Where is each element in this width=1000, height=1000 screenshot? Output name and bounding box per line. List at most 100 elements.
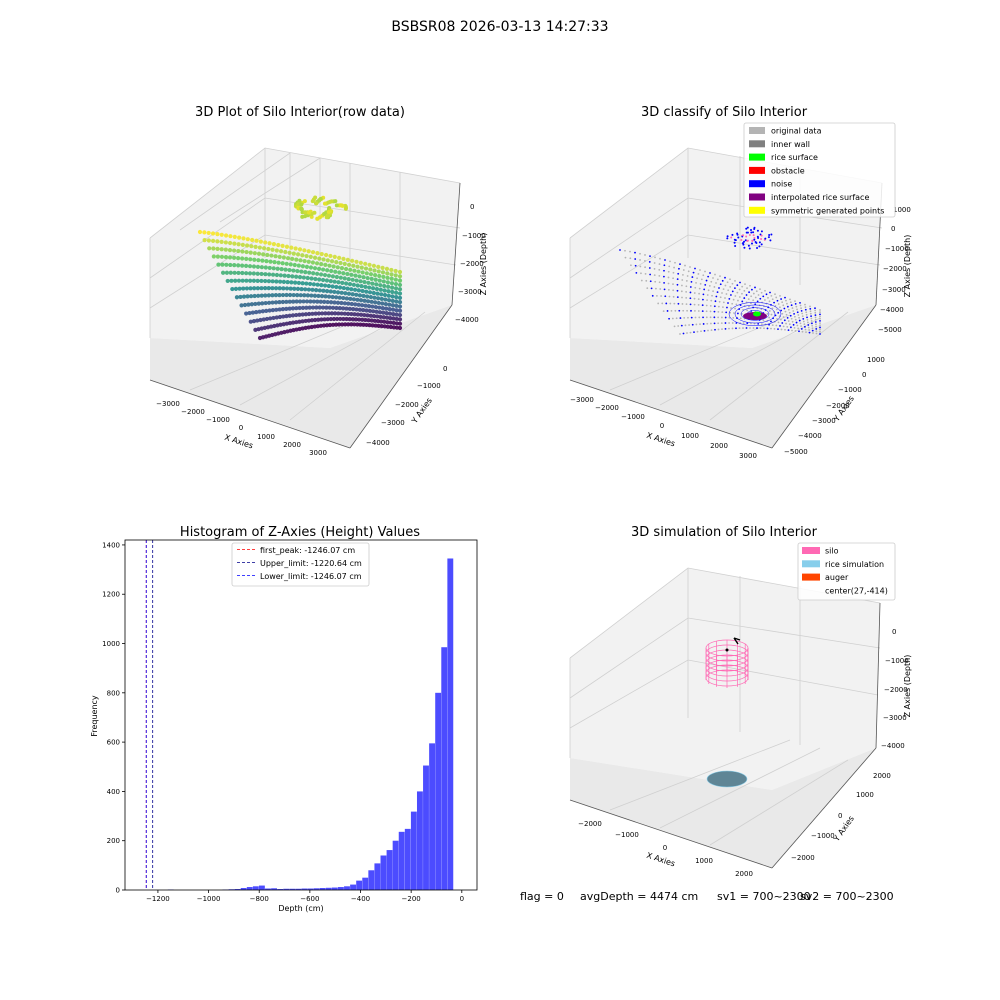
data-point	[333, 311, 338, 316]
data-point	[302, 248, 307, 253]
data-point	[796, 308, 798, 311]
data-point	[297, 312, 302, 317]
legend-swatch	[749, 140, 765, 148]
data-point	[295, 286, 301, 291]
data-point	[327, 263, 332, 268]
data-point	[346, 322, 351, 327]
data-point	[679, 263, 681, 266]
data-point	[689, 331, 692, 334]
data-point	[278, 322, 283, 327]
data-point	[365, 275, 370, 281]
data-point	[682, 332, 685, 335]
data-point	[714, 300, 717, 303]
histogram-bar	[240, 888, 247, 890]
data-point	[733, 312, 735, 314]
legend-label: silo	[825, 547, 839, 556]
data-point	[743, 297, 746, 299]
data-point	[259, 265, 264, 270]
data-point	[229, 278, 234, 283]
histogram-bar	[271, 888, 277, 890]
data-point	[260, 301, 265, 306]
histogram-bar	[301, 888, 308, 890]
data-point	[281, 286, 286, 291]
data-point	[253, 327, 258, 332]
legend-label: symmetric generated points	[771, 206, 884, 215]
data-point	[721, 316, 723, 319]
histogram-x-ticks: −1200 −1000 −800 −600 −400 −200 0	[146, 890, 464, 903]
data-point	[804, 325, 806, 328]
data-point	[737, 312, 739, 315]
histogram-bar	[234, 889, 241, 890]
data-point	[386, 298, 392, 303]
data-point	[334, 305, 339, 311]
data-point	[286, 273, 291, 279]
data-point	[782, 325, 785, 328]
data-point	[315, 251, 320, 256]
data-point	[270, 308, 276, 313]
data-point	[698, 316, 701, 319]
panel-simulation-3d-legend: silo rice simulation auger center(27,-414)	[797, 542, 896, 601]
data-point	[300, 312, 305, 317]
data-point	[341, 316, 346, 322]
data-point	[301, 275, 306, 280]
data-point	[799, 304, 802, 307]
data-point	[369, 299, 374, 304]
data-point	[375, 314, 380, 319]
data-point	[296, 263, 301, 268]
data-point	[693, 297, 696, 300]
data-point	[339, 311, 344, 316]
data-point	[697, 273, 700, 275]
data-point	[694, 267, 696, 270]
data-point	[705, 279, 708, 282]
data-point	[318, 272, 324, 277]
data-point	[710, 299, 713, 302]
data-point	[738, 288, 741, 291]
data-point	[661, 302, 664, 305]
data-point	[718, 287, 720, 289]
data-point	[788, 311, 791, 314]
y-tick: 0	[838, 812, 842, 820]
data-point	[746, 322, 749, 325]
data-point	[667, 282, 670, 285]
data-point	[795, 305, 798, 308]
data-point	[326, 311, 331, 316]
panel-classify-3d-z-ticks: 1000 0 −1000 −2000 −3000 −4000 −5000	[878, 206, 911, 334]
histogram-bar	[435, 692, 442, 890]
data-point	[372, 268, 377, 273]
data-point	[689, 291, 692, 294]
data-point	[305, 275, 310, 281]
data-point	[676, 296, 679, 299]
data-point	[374, 286, 380, 292]
data-point	[763, 327, 765, 330]
z-tick: −4000	[880, 306, 904, 314]
z-tick: −3000	[458, 288, 482, 296]
data-point	[342, 301, 347, 306]
data-point	[648, 261, 651, 263]
data-point	[745, 294, 748, 296]
data-point	[742, 234, 745, 237]
legend-swatch	[749, 153, 765, 161]
data-point	[676, 289, 679, 292]
histogram-bar	[283, 888, 290, 890]
legend-swatch	[749, 127, 765, 134]
data-point	[349, 272, 354, 277]
data-point	[314, 261, 320, 266]
data-point	[729, 278, 731, 281]
data-point	[358, 322, 363, 327]
histogram-bar	[362, 877, 369, 890]
data-point	[211, 254, 216, 259]
data-point	[790, 304, 793, 307]
data-point	[735, 303, 738, 306]
data-point	[248, 250, 253, 255]
data-point	[394, 295, 399, 300]
silo-ring	[705, 669, 749, 687]
data-point	[390, 285, 395, 290]
data-point	[731, 327, 734, 330]
z-tick: −1000	[885, 657, 909, 665]
x-tick: −3000	[156, 400, 180, 408]
data-point	[248, 257, 253, 262]
data-point	[713, 310, 716, 313]
data-point	[371, 313, 377, 319]
data-point	[344, 281, 349, 286]
panel-simulation-3d-floor-pane	[570, 748, 876, 868]
